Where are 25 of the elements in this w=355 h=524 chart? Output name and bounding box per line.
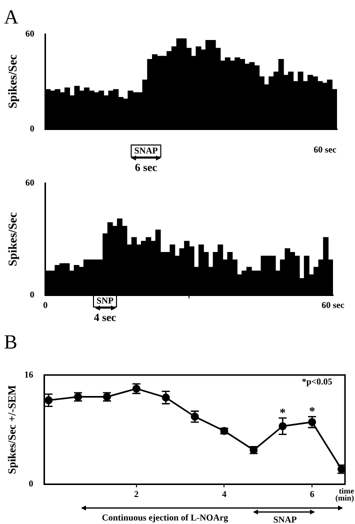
y-axis-title: Spikes/Sec	[5, 54, 20, 109]
text: SNAP	[134, 145, 158, 156]
annotation: *	[309, 404, 316, 418]
y-tick-label: 0	[30, 290, 35, 300]
text: 4 sec	[94, 312, 116, 324]
text: 6 sec	[134, 162, 158, 174]
annotation: SNP	[96, 295, 114, 306]
x-axis-title: time (min)	[335, 486, 354, 502]
y-tick-label: 16	[24, 369, 34, 380]
y-tick-label: 60	[25, 28, 35, 38]
chart-title: B	[4, 331, 18, 354]
text: Continuous ejection of L-NOArg	[102, 512, 229, 522]
y-tick-label: 0	[28, 478, 34, 489]
y-axis-title: Spikes/Sec +/-SEM	[6, 384, 18, 474]
text: SNAP	[273, 514, 298, 524]
x-tick-label: 2	[134, 488, 140, 499]
x-tick-label: 6	[310, 488, 315, 499]
text: 60 sec	[314, 144, 336, 154]
chart-title: A	[4, 6, 19, 28]
y-tick-label: 0	[30, 123, 35, 134]
annotation: *p<0.05	[302, 376, 333, 386]
annotation: *	[280, 405, 286, 420]
x-tick-label: 4	[222, 488, 227, 499]
y-tick-label: 60	[25, 178, 35, 188]
y-axis-title: Spikes/Sec	[5, 212, 20, 266]
